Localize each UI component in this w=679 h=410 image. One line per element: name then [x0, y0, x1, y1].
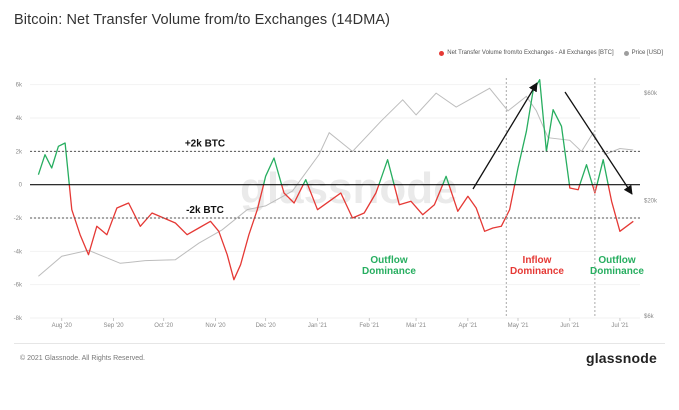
trend-arrow-down [564, 91, 633, 195]
footer-divider [14, 343, 665, 344]
series-net-positive-segment [378, 159, 395, 185]
legend: Net Transfer Volume from/to Exchanges - … [439, 50, 663, 56]
x-tick-label: Oct '20 [154, 323, 173, 329]
x-tick-label: May '21 [508, 323, 529, 329]
series-net-negative-segment [280, 184, 304, 204]
y-left-tick-label: -8k [14, 316, 23, 322]
y-left-tick-label: 6k [16, 83, 23, 89]
reference-line-label: +2k BTC [185, 138, 225, 149]
series-net-positive-segment [262, 157, 283, 185]
y-left-tick-label: -2k [14, 216, 23, 222]
legend-label-net-transfer: Net Transfer Volume from/to Exchanges - … [447, 50, 614, 56]
x-tick-label: Apr '21 [458, 323, 477, 329]
y-right-tick-label: $60k [644, 91, 658, 97]
trend-arrow-up [472, 82, 538, 190]
copyright: © 2021 Glassnode. All Rights Reserved. [20, 355, 146, 362]
series-net-negative-segment [591, 184, 598, 194]
x-tick-label: Dec '20 [256, 323, 277, 329]
annotation-label: Dominance [590, 266, 644, 277]
legend-swatch-price [623, 50, 629, 56]
series-net-positive-segment [579, 164, 594, 185]
x-tick-label: Jan '21 [308, 323, 328, 329]
brand-logo: glassnode [585, 350, 657, 366]
series-net-positive-segment [514, 79, 571, 185]
legend-item-net-transfer[interactable]: Net Transfer Volume from/to Exchanges - … [439, 50, 614, 56]
series-net-positive-segment [596, 159, 609, 185]
series-net-negative-segment [307, 184, 380, 219]
x-tick-label: Jul '21 [611, 323, 629, 329]
annotation-label: Outflow [598, 255, 635, 266]
x-tick-label: Nov '20 [205, 323, 226, 329]
series-net-positive-segment [37, 142, 70, 185]
series-net-positive-segment [442, 175, 450, 185]
x-tick-label: Mar '21 [406, 323, 426, 329]
annotation-label: Dominance [510, 266, 564, 277]
reference-line-label: -2k BTC [186, 205, 224, 216]
x-tick-label: Aug '20 [52, 323, 73, 329]
legend-label-price: Price [USD] [631, 50, 663, 56]
annotation-label: Dominance [362, 266, 416, 277]
series-net-negative-segment [393, 184, 444, 216]
y-left-tick-label: 0 [19, 183, 23, 189]
series-net-positive-segment [302, 179, 309, 185]
y-right-tick-label: $20k [644, 198, 658, 204]
series-net-negative-segment [607, 184, 634, 232]
legend-swatch-net-transfer [439, 50, 445, 56]
series-price-line [38, 87, 634, 277]
legend-item-price[interactable]: Price [USD] [623, 50, 663, 56]
series-net-negative-segment [568, 184, 581, 191]
x-tick-label: Jun '21 [560, 323, 580, 329]
annotation-label: Outflow [370, 255, 407, 266]
y-left-tick-label: -6k [14, 283, 23, 289]
series-net-negative-segment [68, 184, 265, 281]
x-tick-label: Sep '20 [103, 323, 124, 329]
y-left-tick-label: 2k [16, 149, 23, 155]
y-right-tick-label: $6k [644, 314, 655, 320]
watermark: glassnode [240, 164, 458, 213]
series-net-negative-segment [448, 184, 516, 232]
annotation-label: Inflow [523, 255, 552, 266]
y-left-tick-label: 4k [16, 116, 23, 122]
chart-title: Bitcoin: Net Transfer Volume from/to Exc… [14, 12, 391, 28]
x-tick-label: Feb '21 [359, 323, 379, 329]
y-left-tick-label: -4k [14, 249, 23, 255]
